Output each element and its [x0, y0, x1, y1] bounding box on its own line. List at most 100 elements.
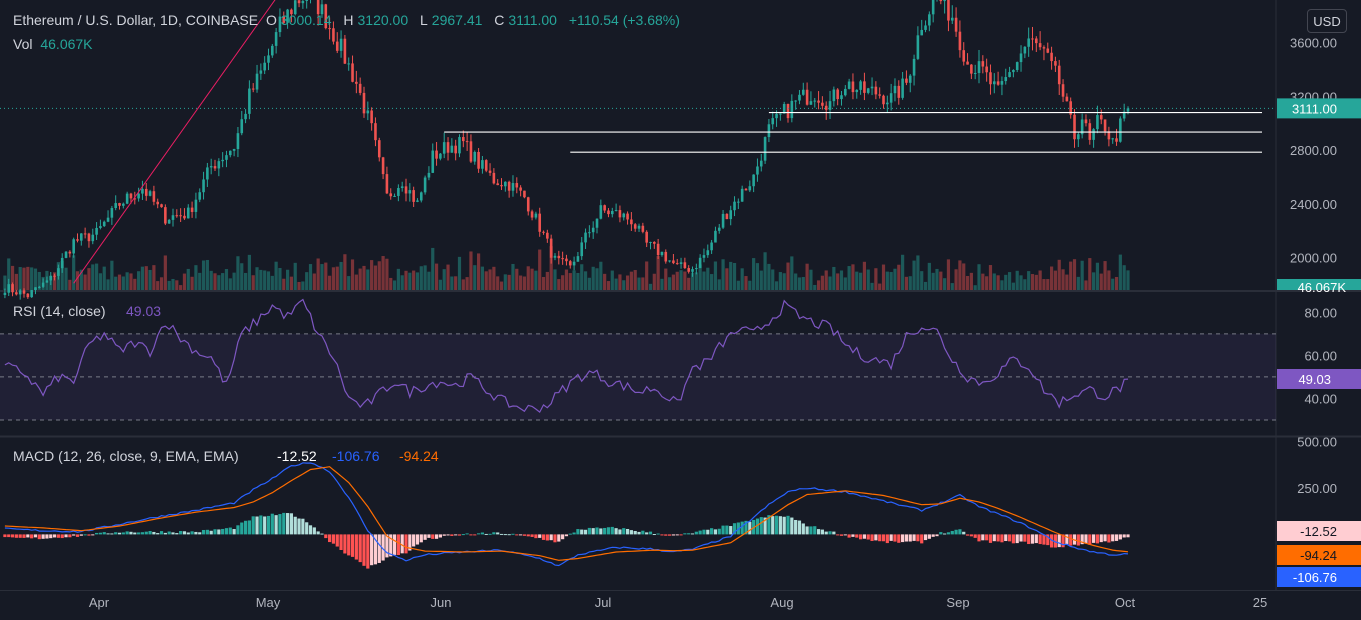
- candle-body: [973, 73, 977, 75]
- candle-body: [45, 280, 49, 283]
- volume-bar: [855, 271, 859, 290]
- candle-body: [286, 9, 289, 23]
- macd-histogram-bar: [156, 533, 160, 535]
- currency-button[interactable]: USD: [1307, 9, 1347, 33]
- price-axis: 3600.003200.002800.002400.002000.003111.…: [1277, 36, 1361, 295]
- volume-bar: [201, 260, 206, 290]
- macd-histogram-bar: [163, 532, 167, 535]
- volume-label[interactable]: Vol: [13, 36, 33, 52]
- volume-bar: [656, 256, 660, 290]
- macd-histogram-bar: [1057, 534, 1061, 548]
- candle-body: [240, 119, 244, 134]
- volume-bar: [243, 272, 248, 290]
- candle-body: [553, 255, 557, 258]
- macd-histogram-bar: [400, 534, 404, 554]
- candle-body: [278, 16, 282, 33]
- candle-body: [836, 89, 839, 100]
- candle-body: [698, 257, 702, 269]
- candle-body: [626, 213, 629, 220]
- candle-body: [1111, 138, 1115, 140]
- macd-histogram-bar: [1023, 534, 1027, 542]
- volume-bar: [557, 279, 561, 290]
- volume-bar: [824, 270, 828, 290]
- candle-body: [122, 203, 125, 206]
- macd-tick-label: 500.00: [1297, 435, 1337, 450]
- macd-histogram-bar: [190, 531, 194, 535]
- candle-body: [133, 198, 137, 200]
- macd-histogram-bar: [1088, 534, 1092, 545]
- candle-body: [790, 100, 794, 119]
- macd-histogram-bar: [610, 526, 614, 535]
- volume-bar: [320, 264, 324, 290]
- macd-histogram-bar: [274, 515, 278, 535]
- volume-bar: [920, 271, 924, 290]
- candle-body: [183, 215, 186, 219]
- candle-body: [267, 55, 270, 63]
- candle-body: [1031, 38, 1034, 40]
- macd-histogram-bar: [744, 520, 748, 535]
- volume-bar: [946, 259, 951, 290]
- candle-body: [381, 157, 385, 175]
- volume-bar: [549, 246, 553, 290]
- candle-body: [847, 81, 851, 89]
- trendline[interactable]: [73, 0, 288, 284]
- volume-bar: [167, 280, 171, 290]
- macd-histogram-bar: [816, 529, 821, 535]
- candle-body: [534, 213, 538, 218]
- macd-histogram-bar: [683, 533, 687, 535]
- macd-histogram-bar: [358, 534, 362, 563]
- macd-histogram-bar: [713, 529, 718, 535]
- volume-bar: [759, 270, 763, 290]
- volume-bar: [893, 268, 897, 290]
- macd-histogram-bar: [1007, 534, 1012, 542]
- macd-histogram-bar: [908, 534, 912, 542]
- candle-body: [358, 83, 362, 93]
- last-price-label: 3111.00: [1292, 101, 1337, 116]
- candle-body: [1061, 84, 1065, 97]
- macd-histogram-bar: [308, 525, 313, 535]
- signal-line[interactable]: [4, 466, 1129, 561]
- macd-histogram-bar: [320, 533, 324, 535]
- candle-body: [1012, 69, 1015, 73]
- macd-histogram-bar: [587, 527, 591, 535]
- macd-histogram-bar: [920, 534, 924, 544]
- volume-bar: [37, 271, 41, 290]
- candle-body: [496, 183, 499, 186]
- candle-body: [106, 217, 110, 222]
- volume-bar: [1034, 274, 1038, 290]
- candle-body: [740, 188, 744, 202]
- candle-body: [1092, 129, 1095, 140]
- candle-body: [1080, 119, 1084, 135]
- volume-bar: [251, 275, 255, 290]
- volume-bar: [816, 280, 821, 290]
- macd-histogram-bar: [121, 532, 125, 535]
- macd-histogram-bar: [553, 534, 557, 543]
- volume-bar: [744, 276, 748, 290]
- macd-histogram-bar: [152, 531, 156, 535]
- candle-body: [675, 263, 679, 265]
- volume-bar: [224, 269, 229, 290]
- volume-bar: [91, 264, 95, 290]
- macd-histogram-bar: [939, 532, 943, 535]
- symbol-title[interactable]: Ethereum / U.S. Dollar, 1D, COINBASE: [13, 12, 259, 28]
- candle-body: [672, 260, 675, 264]
- rsi-line[interactable]: [4, 298, 1129, 414]
- macd-histogram-bar: [996, 534, 1000, 542]
- macd-histogram-bar: [904, 534, 909, 542]
- macd-histogram-bar: [282, 512, 286, 535]
- candle-body: [851, 81, 855, 93]
- candle-body: [786, 103, 790, 119]
- candle-body: [389, 193, 393, 197]
- macd-line[interactable]: [4, 462, 1129, 567]
- candle-body: [1115, 138, 1118, 142]
- candle-body: [840, 95, 843, 100]
- macd-histogram-bar: [591, 528, 595, 535]
- macd-histogram-bar: [91, 534, 95, 536]
- macd-histogram-bar: [492, 532, 496, 535]
- macd-histogram-bar: [893, 534, 897, 542]
- macd-line-marker: [1277, 567, 1361, 587]
- macd-histogram-bar: [18, 534, 22, 538]
- volume-bar: [431, 247, 435, 290]
- candle-body: [526, 197, 530, 212]
